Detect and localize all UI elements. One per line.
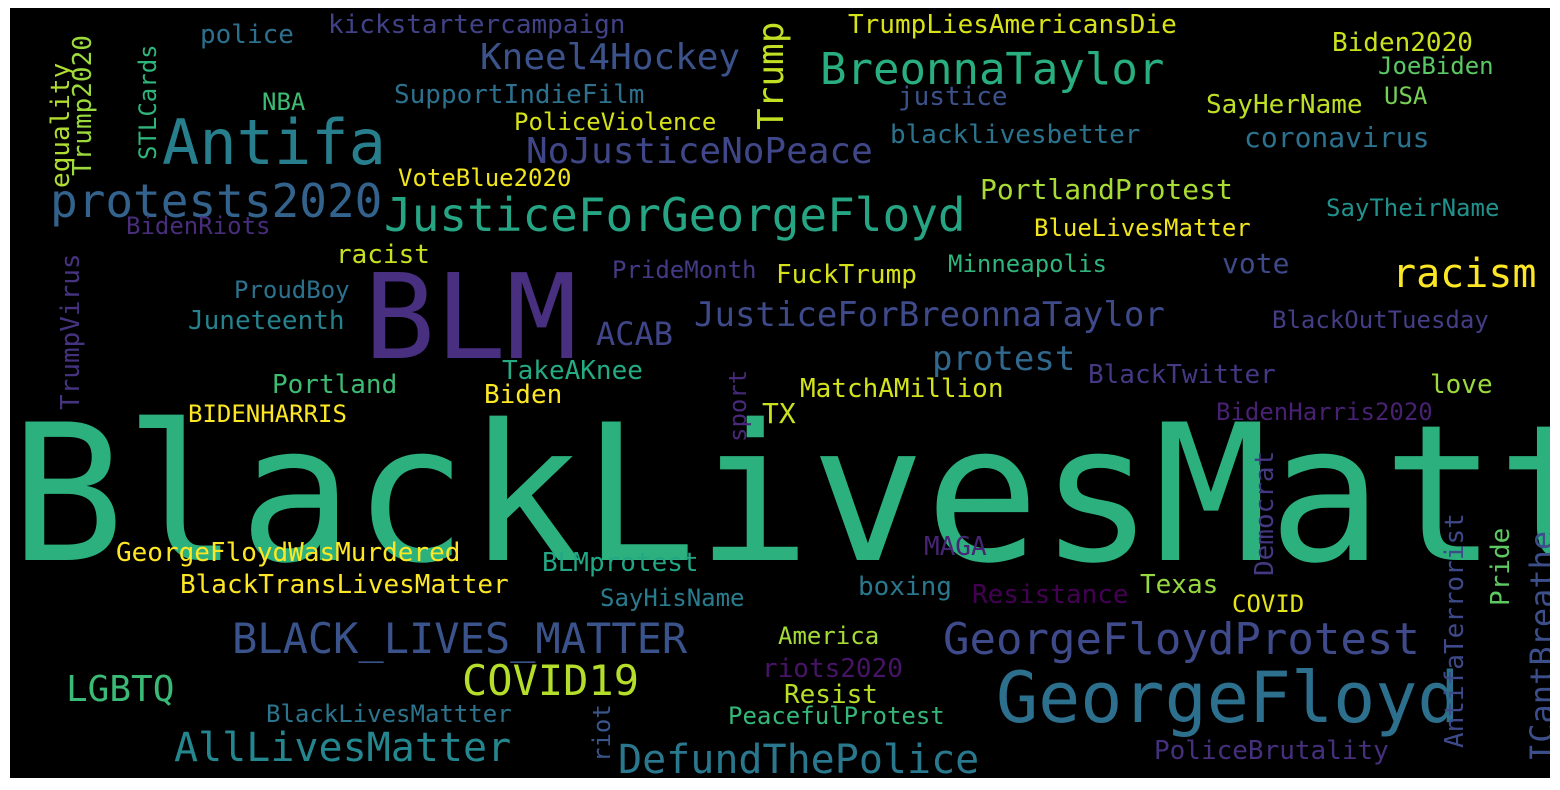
word-america: America [778,622,880,650]
word-maga: MAGA [924,532,987,562]
word-pride: Pride [1486,527,1516,606]
word-sayhername: SayHerName [1206,90,1363,120]
word-breonnataylor: BreonnaTaylor [820,44,1165,95]
word-boxing: boxing [858,572,952,602]
word-racist: racist [336,240,430,270]
word-georgefloyd: GeorgeFloyd [996,657,1460,739]
word-voteblue2020: VoteBlue2020 [398,164,572,192]
word-protests2020: protests2020 [50,174,383,228]
word-biden2020: Biden2020 [1332,28,1473,58]
word-bidenriots: BidenRiots [126,212,271,240]
word-alllivesmatter: AllLivesMatter [174,725,512,771]
word-protest: protest [932,339,1076,379]
word-coronavirus: coronavirus [1244,121,1430,154]
word-sport: sport [724,369,752,442]
word-sayhisname: SayHisName [600,584,745,612]
word-cloud: BlackLivesMatter BLM GeorgeFloyd Antifa … [10,8,1550,778]
word-kneel4hockey: Kneel4Hockey [480,37,741,78]
word-racism: racism [1392,251,1537,297]
word-bluelivesmatter: BlueLivesMatter [1034,214,1251,242]
word-black-lives-matter: BLACK_LIVES_MATTER [232,614,688,663]
word-biden: Biden [484,380,563,410]
word-blacktranslivesmatter: BlackTransLivesMatter [180,570,509,600]
word-nojusticenopeace: NoJusticeNoPeace [526,131,873,172]
word-georgefloydwasmurdered: GeorgeFloydWasMurdered [116,538,461,568]
word-riots2020: riots2020 [762,654,903,684]
word-texas: Texas [1140,570,1219,600]
word-lgbtq: LGBTQ [66,669,175,710]
word-bidenharris2020: BidenHarris2020 [1216,398,1433,426]
word-vote: vote [1222,247,1290,280]
word-georgefloydprotest: GeorgeFloydProtest [943,614,1420,665]
word-covid19: COVID19 [462,656,640,705]
word-joebiden: JoeBiden [1378,52,1494,80]
word-riot: riot [588,704,616,762]
word-love: love [1430,370,1493,400]
word-kickstartercampaign: kickstartercampaign [328,10,626,40]
word-blacklivesmattter: BlackLivesMattter [266,700,512,728]
word-fucktrump: FuckTrump [776,260,917,290]
word-peacefulprotest: PeacefulProtest [728,702,945,730]
word-justice: justice [898,82,1008,112]
word-antifaterrorist: AntifaTerrorist [1440,513,1470,748]
word-bidenharris: BIDENHARRIS [188,400,347,428]
word-portlandprotest: PortlandProtest [980,173,1233,206]
word-blackouttuesday: BlackOutTuesday [1272,306,1489,334]
word-trump: Trump [751,21,792,130]
word-justiceforbreonnataylor: JusticeForBreonnaTaylor [694,295,1165,335]
word-resistance: Resistance [972,580,1129,610]
word-nba: NBA [262,88,306,116]
word-covid: COVID [1232,590,1305,618]
word-matchamillion: MatchAMillion [800,374,1004,404]
word-stlcards: STLCards [134,44,162,160]
word-blmprotest: BLMprotest [542,548,699,578]
word-police: police [200,20,294,50]
word-democrat: Democrat [1250,450,1280,576]
word-minneapolis: Minneapolis [948,250,1107,278]
word-blacktwitter: BlackTwitter [1088,360,1276,390]
word-trump2020: Trump2020 [68,35,98,176]
word-blm: BLM [364,248,578,386]
word-trumpliesamericansdie: TrumpLiesAmericansDie [848,10,1177,40]
word-justiceforgeorgefloyd: JusticeForGeorgeFloyd [384,188,966,242]
word-resist: Resist [784,680,878,710]
word-proudboy: ProudBoy [234,276,350,304]
word-usa: USA [1384,82,1428,110]
word-icantbreathe: ICantBreathe [1523,530,1550,762]
word-trumpvirus: TrumpVirus [56,253,86,410]
word-supportindiefilm: SupportIndieFilm [394,80,645,110]
word-antifa: Antifa [162,106,386,179]
word-saytheirname: SayTheirName [1326,194,1500,222]
word-defundthepolice: DefundThePolice [618,737,980,778]
word-pridemonth: PrideMonth [612,256,757,284]
word-policebrutality: PoliceBrutality [1154,736,1389,766]
word-portland: Portland [272,370,398,400]
word-takeaknee: TakeAKnee [502,356,643,386]
word-blacklivesbetter: blacklivesbetter [890,120,1141,150]
word-acab: ACAB [596,315,674,353]
word-tx: TX [762,397,796,430]
word-juneteenth: Juneteenth [188,306,345,336]
word-policeviolence: PoliceViolence [514,108,717,136]
word-blacklivesmatter: BlackLivesMatter [10,384,1550,605]
